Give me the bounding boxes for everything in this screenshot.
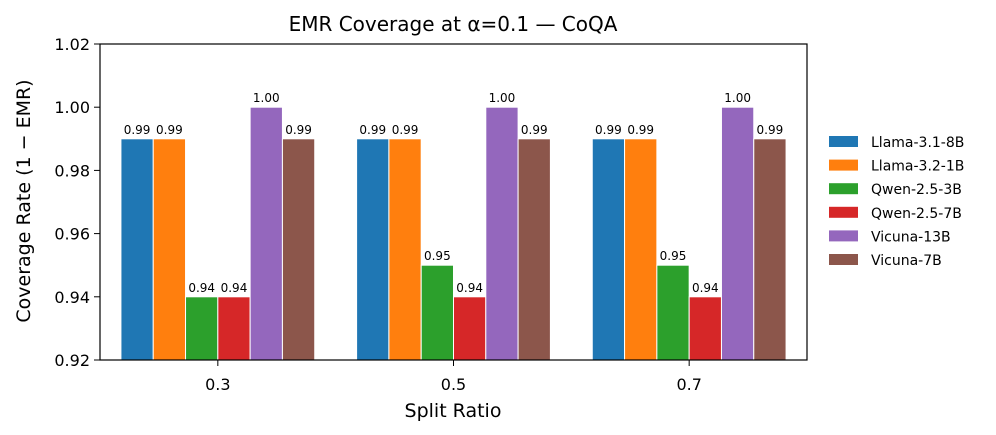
y-tick-label: 0.92 [54,351,90,370]
bar-llama-3-2-1b-0_7 [624,138,658,361]
bar-value-label: 1.00 [724,91,751,105]
legend-label: Vicuna-7B [871,253,942,269]
legend-label: Llama-3.1-8B [871,135,964,151]
bar-llama-3-1-8b-0_3 [120,138,154,361]
bar-value-label: 0.99 [359,123,386,137]
bar-vicuna-13b-0_3 [249,106,283,361]
legend-swatch [829,254,858,265]
bar-qwen-2-5-7b-0_7 [688,296,722,361]
bar-value-label: 0.99 [285,123,312,137]
legend-label: Llama-3.2-1B [871,159,964,175]
bar-value-label: 1.00 [489,91,516,105]
legend-swatch [829,136,858,147]
bar-qwen-2-5-3b-0_7 [656,264,690,361]
plot-area: 0.92 0.94 0.96 0.98 1.00 1.02 0.99 0.99 0.94 0.94… [54,35,808,394]
legend-swatch [829,183,858,195]
bar-value-label: 0.99 [156,123,183,137]
legend-swatch [829,159,858,171]
bar-qwen-2-5-7b-0_5 [453,296,487,361]
bar-value-label: 0.99 [392,123,419,137]
legend: Llama-3.1-8B Llama-3.2-1B Qwen-2.5-3B Qwen-… [829,135,964,269]
bar-vicuna-13b-0_5 [485,106,519,361]
bar-qwen-2-5-3b-0_5 [420,264,455,361]
bar-value-label: 0.95 [660,249,687,263]
bar-value-label: 0.99 [757,123,784,137]
y-tick-label: 0.98 [54,161,90,180]
bar-vicuna-7b-0_5 [517,138,551,361]
bar-value-label: 0.99 [595,123,622,137]
y-tick-label: 0.96 [54,225,90,244]
bar-vicuna-7b-0_7 [753,138,787,361]
legend-swatch [829,206,858,218]
chart-title: EMR Coverage at α=0.1 — CoQA [289,12,618,36]
bar-llama-3-1-8b-0_7 [591,138,626,361]
bar-value-label: 0.95 [424,249,451,263]
bar-vicuna-7b-0_3 [281,138,316,361]
x-tick-label: 0.5 [441,375,466,394]
bar-value-label: 0.99 [627,123,654,137]
bar-value-label: 0.99 [521,123,548,137]
bar-qwen-2-5-3b-0_3 [185,296,219,361]
y-tick-label: 0.94 [54,288,90,307]
x-axis-label: Split Ratio [405,400,502,422]
bar-value-label: 0.94 [692,281,719,295]
x-tick-label: 0.7 [676,375,701,394]
bar-llama-3-2-1b-0_3 [152,138,187,361]
bar-value-label: 0.94 [456,281,483,295]
bar-value-label: 1.00 [253,91,280,105]
plot-frame [99,43,808,361]
y-tick-label: 1.00 [54,98,90,117]
legend-label: Vicuna-13B [871,229,951,245]
bar-vicuna-13b-0_7 [720,106,755,361]
bar-qwen-2-5-7b-0_3 [217,296,251,361]
legend-label: Qwen-2.5-3B [871,182,962,198]
bar-llama-3-1-8b-0_5 [356,138,390,361]
x-tick-label: 0.3 [205,375,230,394]
legend-label: Qwen-2.5-7B [871,206,962,222]
legend-swatch [829,230,858,242]
bar-llama-3-2-1b-0_5 [388,138,422,361]
bar-value-label: 0.99 [124,123,151,137]
bar-value-label: 0.94 [221,281,248,295]
y-tick-label: 1.02 [54,35,90,54]
y-axis-label: Coverage Rate (1 − EMR) [13,79,35,322]
bar-value-label: 0.94 [188,281,215,295]
